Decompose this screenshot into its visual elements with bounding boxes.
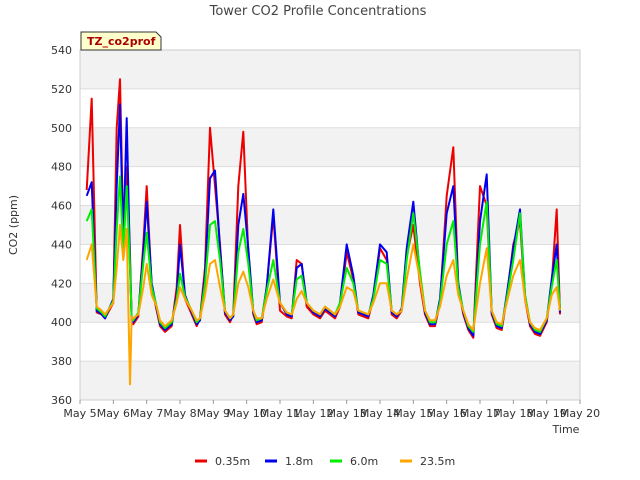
y-tick-label: 420	[51, 277, 72, 290]
y-bands	[80, 50, 580, 400]
y-band	[80, 205, 580, 245]
y-tick-label: 520	[51, 83, 72, 96]
x-tick-label: May 8	[163, 407, 196, 420]
y-tick-label: 360	[51, 394, 72, 407]
y-band	[80, 50, 580, 89]
x-tick-label: May 13	[327, 407, 367, 420]
data-series	[85, 78, 561, 386]
badge-shape	[80, 31, 162, 51]
legend-label: 0.35m	[215, 455, 250, 468]
x-tick-label: May 19	[527, 407, 567, 420]
legend-label: 6.0m	[350, 455, 378, 468]
x-tick-label: May 20	[560, 407, 600, 420]
x-tick-label: May 6	[97, 407, 130, 420]
x-tick-label: May 9	[197, 407, 230, 420]
y-band	[80, 127, 580, 167]
y-tick-label: 460	[51, 200, 72, 213]
x-tick-label: May 11	[260, 407, 300, 420]
y-axis-ticks: 360 380 400 420 440 460 480 500 520 540	[51, 44, 72, 407]
dataset-badge: TZ_co2prof	[80, 31, 162, 51]
legend-label: 1.8m	[285, 455, 313, 468]
y-tick-label: 480	[51, 161, 72, 174]
y-axis-label: CO2 (ppm)	[7, 195, 20, 255]
y-tick-label: 380	[51, 355, 72, 368]
y-tick-label: 400	[51, 316, 72, 329]
y-tick-label: 500	[51, 122, 72, 135]
x-tick-label: May 10	[227, 407, 267, 420]
x-tick-label: May 5	[63, 407, 96, 420]
badge-label: TZ_co2prof	[87, 35, 156, 48]
x-axis-label: Time	[552, 423, 580, 436]
x-tick-label: May 15	[393, 407, 433, 420]
x-tick-label: May 18	[493, 407, 533, 420]
x-tick-label: May 17	[460, 407, 500, 420]
y-band	[80, 361, 580, 400]
y-band	[80, 283, 580, 323]
series-line-23.5m	[85, 224, 561, 386]
y-tick-label: 440	[51, 238, 72, 251]
x-tick-label: May 12	[293, 407, 333, 420]
plot-area	[79, 49, 581, 401]
plot-border	[79, 49, 581, 401]
x-tick-label: May 14	[360, 407, 400, 420]
x-tick-label: May 7	[130, 407, 163, 420]
y-tick-label: 540	[51, 44, 72, 57]
series-line-6.0m	[85, 175, 561, 333]
chart-title: Tower CO2 Profile Concentrations	[209, 4, 427, 19]
legend-label: 23.5m	[420, 455, 455, 468]
x-tick-label: May 16	[427, 407, 467, 420]
legend: 0.35m 1.8m 6.0m 23.5m	[195, 455, 455, 468]
